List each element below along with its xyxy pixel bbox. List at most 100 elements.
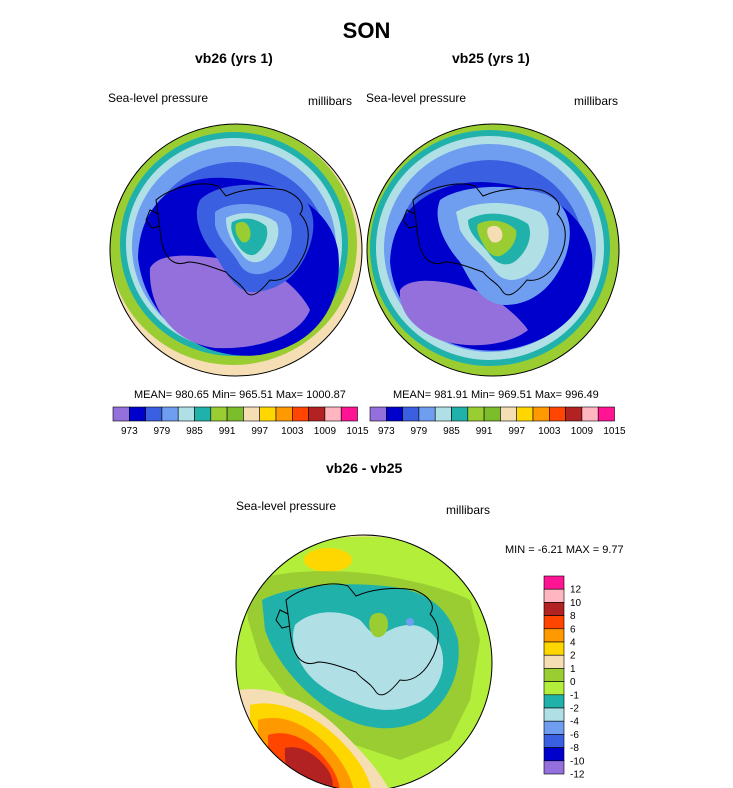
panel1-stats: MEAN= 980.65 Min= 965.51 Max= 1000.87 [134,389,346,401]
cb3-swatch-7 [543,668,565,682]
cb1-tick-label: 997 [251,426,268,437]
panel3-variable-label: Sea-level pressure [236,499,337,513]
cb3-swatch-11 [543,720,565,735]
panel1-variable-label: Sea-level pressure [108,91,209,105]
panel1-title: vb26 (yrs 1) [195,50,273,66]
cb3-swatch-4 [543,628,565,643]
cb3-tick-label: -10 [570,756,585,767]
cb2-tick-label: 997 [508,426,525,437]
cb3-tick-label: 10 [570,598,582,609]
map2-continent-tan [487,225,503,243]
cb3-tick-label: 2 [570,651,576,662]
cb1-tick-label: 979 [154,426,171,437]
map3-peninsula-coast [275,609,291,629]
cb3-swatch-1 [543,588,565,603]
cb3-swatch-3 [543,615,565,630]
cb1-swatch-5 [194,406,212,422]
cb2-swatch-0 [369,406,387,422]
cb2-swatch-4 [434,406,452,422]
cb3-swatch-10 [543,707,565,722]
cb1-tick-label: 973 [121,426,138,437]
cb3-tick-label: -6 [570,730,579,741]
cb3-swatch-14 [543,760,565,775]
colorbar-1: 973 979 985 991 997 1003 1009 1015 [112,406,369,437]
cb2-tick-label: 991 [476,426,493,437]
map1-field [110,124,362,376]
cb3-swatch-8 [543,681,565,696]
map2-antarctica-coast [412,183,566,296]
cb3-swatch-12 [543,734,565,748]
cb2-swatch-3 [418,406,436,422]
cb1-swatch-1 [129,406,146,422]
map2-field [367,124,619,376]
map3-field [236,535,492,788]
cb1-swatch-9 [259,406,277,422]
cb3-tick-label: 12 [570,585,582,596]
cb1-swatch-11 [291,406,309,422]
cb1-swatch-14 [340,406,358,422]
cb1-tick-label: 1003 [281,426,304,437]
map3-blue-spot [406,618,414,626]
cb2-tick-label: 1009 [571,426,594,437]
cb1-tick-label: 1009 [314,426,337,437]
cb2-swatch-11 [548,406,566,422]
panel3-stats: MIN = -6.21 MAX = 9.77 [505,544,624,556]
map3-top-yellow [304,548,352,572]
panel2-title: vb25 (yrs 1) [452,50,530,66]
cb3-tick-label: -4 [570,717,579,728]
cb2-swatch-1 [385,406,403,422]
map1-antarctica-coast [155,183,309,296]
cb3-tick-label: 1 [570,664,576,675]
cb2-swatch-6 [467,406,485,422]
map2-purple-core [399,280,528,346]
cb2-swatch-10 [532,406,550,422]
cb1-swatch-10 [275,406,293,422]
map1-peninsula-coast [145,209,161,229]
cb1-swatch-0 [112,406,130,422]
cb2-swatch-2 [402,406,420,422]
cb1-swatch-2 [145,406,163,422]
panel3-units-label: millibars [446,503,491,517]
cb1-tick-label: 991 [219,426,236,437]
cb3-tick-label: 6 [570,624,576,635]
cb1-swatch-12 [308,406,326,422]
cb1-swatch-3 [161,406,179,422]
cb2-swatch-5 [451,406,469,422]
figure-title: SON [342,18,391,43]
cb3-tick-label: -2 [570,704,579,715]
panel2-variable-label: Sea-level pressure [366,91,467,105]
cb3-swatch-13 [543,747,565,762]
cb3-swatch-0 [543,575,565,590]
panel3-title: vb26 - vb25 [326,460,403,476]
cb1-swatch-7 [226,406,244,422]
map3-antarctica-coast [285,583,439,696]
panel1-units-label: millibars [308,94,353,108]
map1-border [109,123,363,377]
cb1-tick-label: 1015 [346,426,369,437]
cb3-swatch-9 [543,694,565,709]
cb2-swatch-14 [597,406,615,422]
cb3-tick-label: -1 [570,690,579,701]
map3-border [235,534,493,788]
cb2-swatch-12 [565,406,583,422]
cb2-tick-label: 1003 [538,426,561,437]
cb3-tick-label: -12 [570,770,585,781]
cb2-swatch-9 [516,406,534,422]
cb1-swatch-8 [243,406,260,422]
cb2-swatch-13 [581,406,599,422]
cb3-swatch-2 [543,602,565,616]
cb1-swatch-6 [210,406,228,422]
cb3-swatch-6 [543,654,565,669]
cb3-swatch-5 [543,641,565,656]
panel2-units-label: millibars [574,94,619,108]
cb3-tick-label: 4 [570,638,576,649]
panel2-stats: MEAN= 981.91 Min= 969.51 Max= 996.49 [393,389,599,401]
colorbar-2: 973 979 985 991 997 1003 1009 1015 [369,406,626,437]
map3-green-spot [369,612,388,638]
cb2-swatch-7 [483,406,501,422]
cb2-tick-label: 985 [443,426,460,437]
cb3-tick-label: -8 [570,743,579,754]
cb2-tick-label: 973 [378,426,395,437]
map2-border [366,123,620,377]
